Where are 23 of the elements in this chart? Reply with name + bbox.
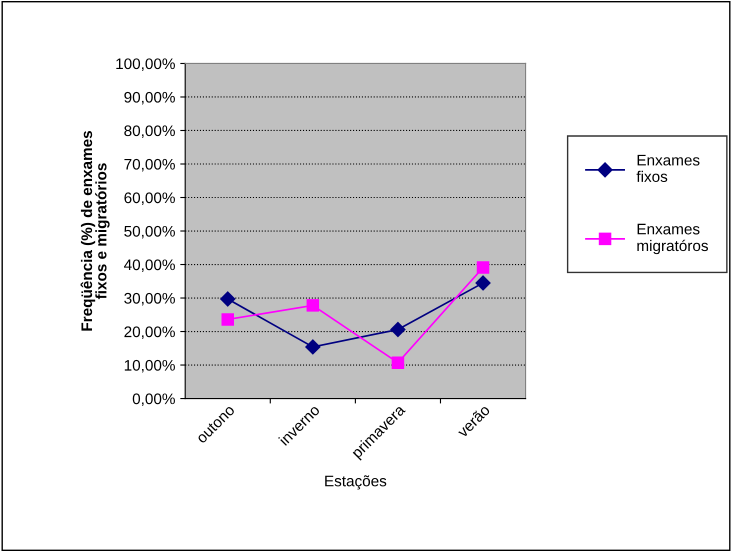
y-tick-label: 50,00% bbox=[124, 226, 175, 239]
y-tick-label: 70,00% bbox=[124, 158, 175, 172]
y-tick-label: 30,00% bbox=[124, 292, 175, 306]
point bbox=[392, 356, 404, 369]
y-tick-label: 80,00% bbox=[124, 125, 175, 138]
y-tick-label: 40,00% bbox=[124, 259, 175, 272]
point bbox=[390, 322, 406, 338]
point bbox=[475, 275, 491, 291]
legend-label: Enxames migratóros bbox=[637, 224, 708, 254]
x-axis-title: Estações bbox=[325, 475, 386, 490]
y-tick-label: 10,00% bbox=[124, 360, 175, 373]
y-tick-label: 60,00% bbox=[124, 192, 175, 205]
legend-label: Enxames fixos bbox=[636, 154, 700, 182]
point bbox=[220, 291, 236, 307]
y-tick-label: 90,00% bbox=[124, 92, 175, 104]
point bbox=[305, 339, 320, 355]
y-tick-label: 100,00% bbox=[116, 58, 175, 71]
y-tick-label: 0,00% bbox=[132, 393, 175, 406]
point bbox=[476, 261, 490, 274]
point bbox=[306, 299, 320, 312]
y-tick-label: 20,00% bbox=[124, 326, 175, 340]
y-axis-title: Freqüência (%) de enxames fixos e migratórios bbox=[80, 131, 110, 331]
point bbox=[221, 313, 234, 326]
